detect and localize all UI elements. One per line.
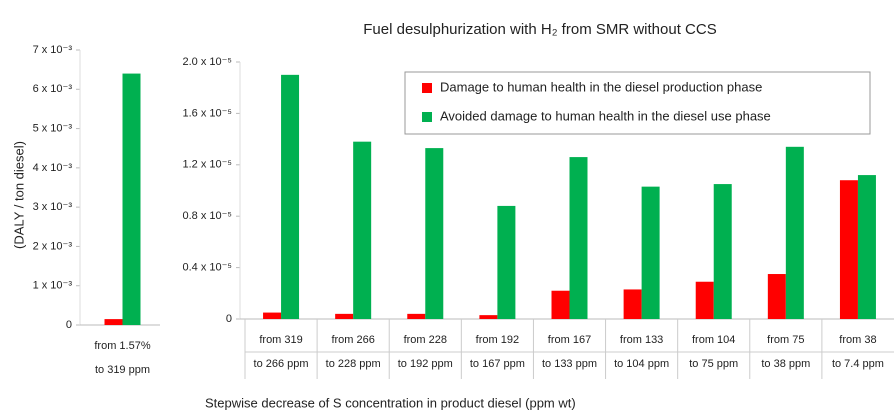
bar xyxy=(497,205,516,319)
bar xyxy=(281,74,300,319)
chart-title: Fuel desulphurization with H₂ from SMR w… xyxy=(363,21,716,38)
y-tick-label: 1.2 x 10⁻⁵ xyxy=(182,159,232,171)
bar xyxy=(425,148,444,319)
x-tick-label: to 167 ppm xyxy=(470,358,525,370)
bar xyxy=(569,157,588,319)
x-tick-label: from 228 xyxy=(404,334,447,346)
y-tick-label: 1 x 10⁻³ xyxy=(33,280,73,292)
y-tick-label: 5 x 10⁻³ xyxy=(33,122,73,134)
legend-swatch xyxy=(422,83,432,93)
bar xyxy=(479,315,498,319)
bar xyxy=(785,146,804,319)
legend-label: Damage to human health in the diesel pro… xyxy=(440,79,762,94)
y-axis-label: (DALY / ton diesel) xyxy=(11,141,26,249)
bar xyxy=(104,319,123,325)
x-tick-label: to 319 ppm xyxy=(95,364,150,376)
x-tick-label: from 75 xyxy=(767,334,804,346)
legend-swatch xyxy=(422,112,432,122)
bar xyxy=(122,73,141,325)
x-tick-label: from 104 xyxy=(692,334,735,346)
bar xyxy=(641,186,660,319)
y-tick-label: 0.8 x 10⁻⁵ xyxy=(182,210,232,222)
x-tick-label: to 192 ppm xyxy=(398,358,453,370)
legend-label: Avoided damage to human health in the di… xyxy=(440,108,771,123)
y-tick-label: 2.0 x 10⁻⁵ xyxy=(182,56,232,68)
bar xyxy=(839,180,858,319)
x-tick-label: to 38 ppm xyxy=(761,358,810,370)
bar xyxy=(857,175,876,319)
y-tick-label: 4 x 10⁻³ xyxy=(33,162,73,174)
y-tick-label: 6 x 10⁻³ xyxy=(33,83,73,95)
x-tick-label: from 319 xyxy=(259,334,302,346)
y-tick-label: 7 x 10⁻³ xyxy=(33,44,73,56)
x-axis-label: Stepwise decrease of S concentration in … xyxy=(205,395,576,410)
x-tick-label: to 133 ppm xyxy=(542,358,597,370)
x-tick-label: to 7.4 ppm xyxy=(832,358,884,370)
y-tick-label: 0 xyxy=(66,319,72,331)
x-tick-label: to 75 ppm xyxy=(689,358,738,370)
x-tick-label: from 133 xyxy=(620,334,663,346)
y-tick-label: 3 x 10⁻³ xyxy=(33,201,73,213)
y-tick-label: 0.4 x 10⁻⁵ xyxy=(182,262,232,274)
x-tick-label: to 228 ppm xyxy=(326,358,381,370)
y-tick-label: 2 x 10⁻³ xyxy=(33,240,73,252)
x-tick-label: from 192 xyxy=(476,334,519,346)
bar xyxy=(335,313,354,319)
x-tick-label: from 1.57% xyxy=(94,340,150,352)
bar xyxy=(353,141,372,319)
bar xyxy=(551,290,570,319)
bar xyxy=(407,313,426,319)
bar xyxy=(695,281,714,319)
x-tick-label: to 104 ppm xyxy=(614,358,669,370)
bar xyxy=(623,289,642,319)
bar xyxy=(767,274,786,319)
bar xyxy=(263,312,282,319)
bar xyxy=(713,184,732,319)
y-tick-label: 0 xyxy=(226,313,232,325)
x-tick-label: to 266 ppm xyxy=(254,358,309,370)
x-tick-label: from 266 xyxy=(331,334,374,346)
x-tick-label: from 167 xyxy=(548,334,591,346)
legend-box xyxy=(404,71,871,135)
y-tick-label: 1.6 x 10⁻⁵ xyxy=(182,107,232,119)
x-tick-label: from 38 xyxy=(839,334,876,346)
